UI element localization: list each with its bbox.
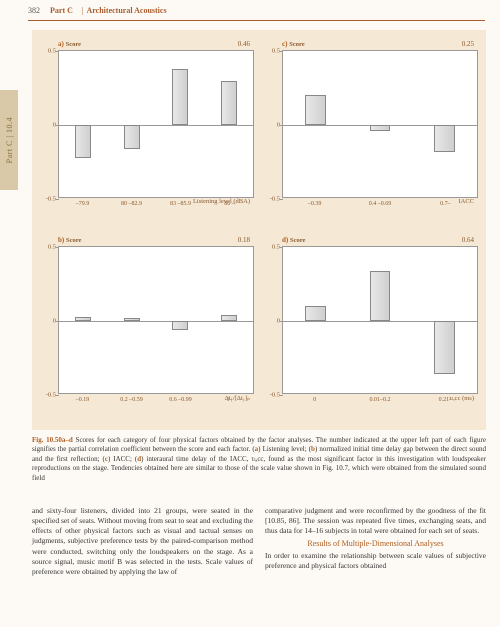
chart-label-row: a) Score 0.46 [40, 40, 254, 48]
charts-region: a) Score0.46-0.500.5–79.980 –82.983 –85.… [32, 30, 486, 430]
ytick-label: 0.5 [265, 244, 280, 251]
bar [75, 125, 91, 158]
ytick-label: 0.5 [41, 48, 56, 55]
bar [305, 95, 326, 125]
plot-area: -0.500.5 [58, 246, 254, 394]
plot-area: -0.500.5 [282, 246, 478, 394]
bar [221, 81, 237, 125]
panel-coef: 0.18 [238, 236, 250, 244]
bar [75, 317, 91, 321]
ytick-mark [56, 247, 59, 248]
xtick-label: 0.7– [413, 200, 478, 208]
page-number: 382 [28, 6, 40, 15]
chart-panel-d: d) Score0.64-0.500.500.01–0.20.21–τₗₐcc … [264, 236, 478, 420]
xtick-label: 0.4 –0.69 [347, 200, 412, 208]
side-tab: Part C | 10.4 [0, 90, 18, 190]
xtick-label: 0 [282, 396, 347, 404]
figure-caption: Fig. 10.50a–d Scores for each category o… [32, 436, 486, 483]
xtick-label: 80 –82.9 [107, 200, 156, 208]
header-rule [28, 20, 485, 21]
bar [221, 315, 237, 321]
ytick-label: -0.5 [41, 196, 56, 203]
zero-line [59, 321, 253, 322]
panel-id: d) Score [282, 236, 305, 244]
ytick-label: 0.5 [265, 48, 280, 55]
chart-label-row: c) Score 0.25 [264, 40, 478, 48]
bar [305, 306, 326, 321]
xtick-label: –0.39 [282, 200, 347, 208]
bar [172, 321, 188, 330]
caption-text: ) Listening level; ( [258, 445, 311, 453]
bar [124, 318, 140, 321]
x-axis-labels: –0.390.4 –0.690.7– [282, 200, 478, 208]
x-axis-labels: –79.980 –82.983 –85.986 – [58, 200, 254, 208]
ytick-mark [280, 51, 283, 52]
body-text: and sixty-four listeners, divided into 2… [32, 506, 486, 577]
separator: | [82, 6, 84, 15]
xtick-label: 83 –85.9 [156, 200, 205, 208]
section-heading: Results of Multiple-Dimensional Analyses [265, 539, 486, 550]
panel-id: a) Score [58, 40, 81, 48]
chart-panel-b: b) Score0.18-0.500.5–0.190.2 –0.590.6 –0… [40, 236, 254, 420]
panel-coef: 0.64 [462, 236, 474, 244]
ytick-label: 0 [265, 122, 280, 129]
chart-label-row: b) Score 0.18 [40, 236, 254, 244]
panel-coef: 0.46 [238, 40, 250, 48]
bar [370, 125, 391, 131]
bar [124, 125, 140, 149]
ytick-label: 0.5 [41, 244, 56, 251]
body-left-para: and sixty-four listeners, divided into 2… [32, 506, 253, 576]
plot-area: -0.500.5 [282, 50, 478, 198]
body-right-p1: comparative judgment and were reconfirme… [265, 506, 486, 535]
xtick-label: 0.2 –0.59 [107, 396, 156, 404]
ytick-label: 0 [41, 318, 56, 325]
bar [434, 321, 455, 374]
xtick-label: 1– [205, 396, 254, 404]
x-axis-labels: 00.01–0.20.21– [282, 396, 478, 404]
ytick-label: -0.5 [265, 392, 280, 399]
xtick-label: 0.01–0.2 [347, 396, 412, 404]
bar [434, 125, 455, 152]
chart-panel-c: c) Score0.25-0.500.5–0.390.4 –0.690.7–IA… [264, 40, 478, 224]
panel-id: c) Score [282, 40, 305, 48]
part-label: Part C [50, 6, 73, 15]
chart-label-row: d) Score 0.64 [264, 236, 478, 244]
panel-coef: 0.25 [462, 40, 474, 48]
bar [172, 69, 188, 125]
plot-area: -0.500.5 [58, 50, 254, 198]
body-col-left: and sixty-four listeners, divided into 2… [32, 506, 253, 577]
ytick-label: -0.5 [265, 196, 280, 203]
body-right-p2: In order to examine the relationship bet… [265, 551, 486, 570]
ytick-mark [280, 247, 283, 248]
bar [370, 271, 391, 321]
ytick-mark [56, 51, 59, 52]
ytick-label: 0 [265, 318, 280, 325]
fig-label: Fig. 10.50a–d [32, 436, 73, 444]
chart-panel-a: a) Score0.46-0.500.5–79.980 –82.983 –85.… [40, 40, 254, 224]
xtick-label: 86 – [205, 200, 254, 208]
ytick-label: 0 [41, 122, 56, 129]
x-axis-labels: –0.190.2 –0.590.6 –0.991– [58, 396, 254, 404]
side-tab-label: Part C | 10.4 [5, 117, 14, 163]
part-title: Architectural Acoustics [87, 6, 167, 15]
panel-id: b) Score [58, 236, 81, 244]
xtick-label: –0.19 [58, 396, 107, 404]
xtick-label: 0.6 –0.99 [156, 396, 205, 404]
xtick-label: –79.9 [58, 200, 107, 208]
caption-text: ) IACC; ( [108, 455, 137, 463]
xtick-label: 0.21– [413, 396, 478, 404]
page-header: 382 Part C | Architectural Acoustics [0, 0, 500, 19]
body-col-right: comparative judgment and were reconfirme… [265, 506, 486, 577]
ytick-label: -0.5 [41, 392, 56, 399]
